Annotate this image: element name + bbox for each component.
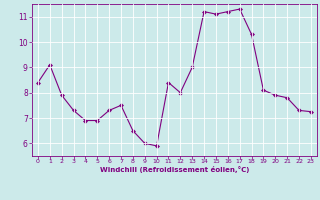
X-axis label: Windchill (Refroidissement éolien,°C): Windchill (Refroidissement éolien,°C) [100, 166, 249, 173]
